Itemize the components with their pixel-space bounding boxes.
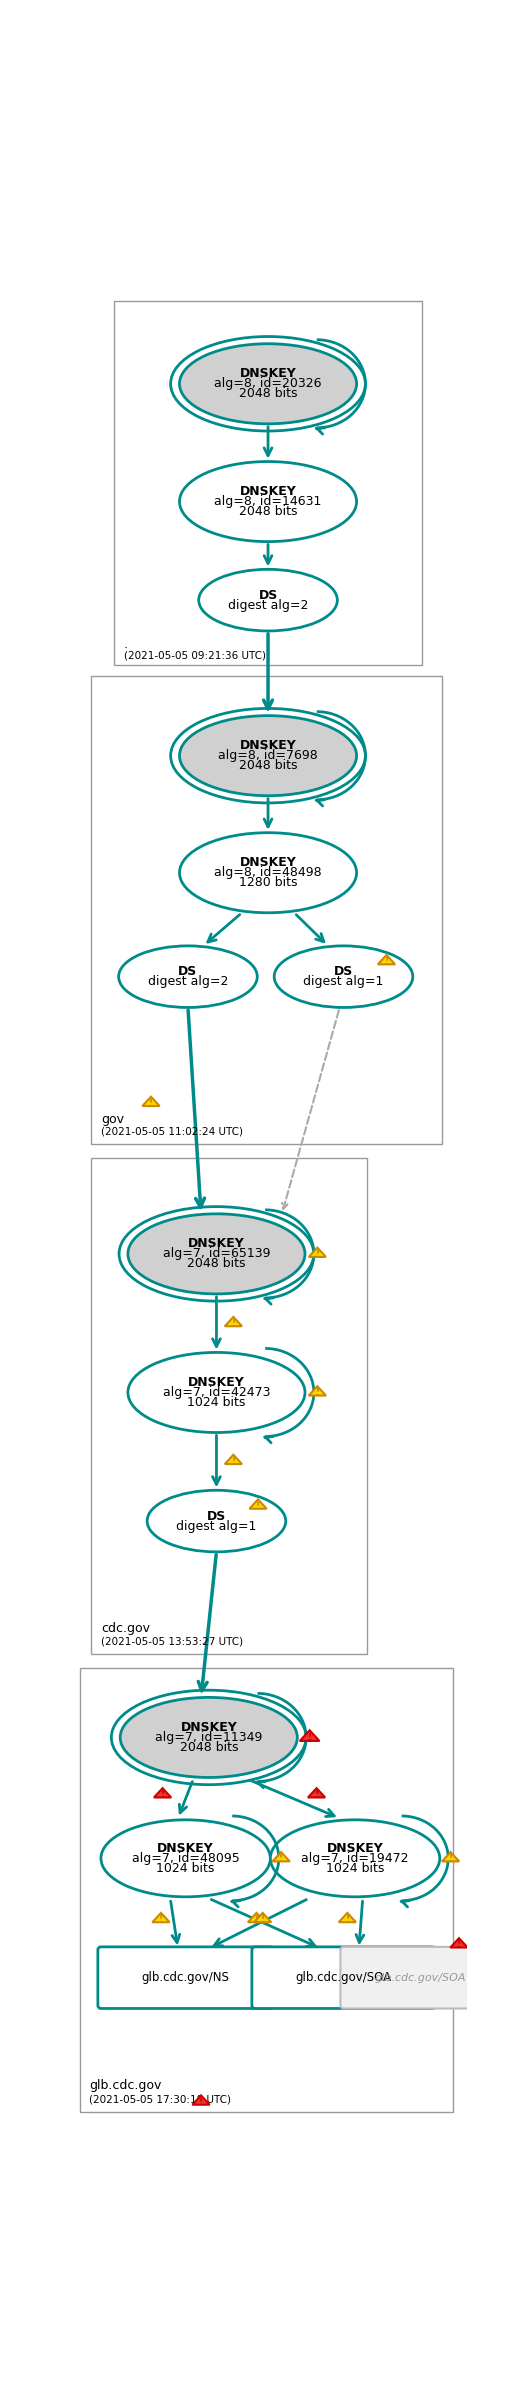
Polygon shape (450, 1938, 467, 1948)
Text: 1024 bits: 1024 bits (187, 1397, 245, 1409)
Text: DNSKEY: DNSKEY (188, 1236, 245, 1251)
Polygon shape (309, 1248, 326, 1258)
FancyBboxPatch shape (341, 1948, 501, 2008)
Ellipse shape (274, 946, 413, 1006)
Polygon shape (142, 1097, 160, 1107)
Text: DNSKEY: DNSKEY (240, 367, 296, 381)
Text: DS: DS (178, 966, 198, 978)
Polygon shape (309, 1387, 326, 1394)
Text: .: . (124, 637, 128, 652)
Text: digest alg=2: digest alg=2 (148, 975, 228, 987)
Polygon shape (248, 1912, 265, 1922)
Text: alg=7, id=48095: alg=7, id=48095 (132, 1852, 240, 1864)
Ellipse shape (179, 343, 357, 424)
Text: 2048 bits: 2048 bits (239, 760, 297, 772)
Ellipse shape (179, 716, 357, 795)
Text: digest alg=2: digest alg=2 (228, 599, 308, 611)
Text: DS: DS (258, 589, 278, 601)
Text: glb.cdc.gov/SOA: glb.cdc.gov/SOA (295, 1972, 392, 1984)
Ellipse shape (199, 570, 337, 630)
Ellipse shape (147, 1490, 286, 1553)
Text: !: ! (307, 1732, 311, 1742)
Ellipse shape (270, 1821, 440, 1898)
Text: 2048 bits: 2048 bits (239, 388, 297, 400)
Ellipse shape (120, 1696, 297, 1778)
Text: 1024 bits: 1024 bits (157, 1862, 215, 1874)
Polygon shape (254, 1912, 271, 1922)
Text: DNSKEY: DNSKEY (180, 1720, 237, 1735)
Text: cdc.gov: cdc.gov (101, 1622, 150, 1636)
Text: (2021-05-05 13:53:27 UTC): (2021-05-05 13:53:27 UTC) (101, 1636, 243, 1646)
Text: (2021-05-05 09:21:36 UTC): (2021-05-05 09:21:36 UTC) (124, 652, 266, 661)
Text: !: ! (345, 1914, 349, 1924)
Text: glb.cdc.gov: glb.cdc.gov (89, 2080, 162, 2092)
Text: glb.cdc.gov/NS: glb.cdc.gov/NS (142, 1972, 230, 1984)
Text: alg=8, id=20326: alg=8, id=20326 (214, 376, 322, 391)
Text: DNSKEY: DNSKEY (327, 1843, 383, 1855)
Text: !: ! (231, 1320, 236, 1327)
Text: 2048 bits: 2048 bits (179, 1742, 238, 1754)
Text: alg=7, id=42473: alg=7, id=42473 (163, 1385, 270, 1399)
Text: DNSKEY: DNSKEY (188, 1375, 245, 1390)
Text: !: ! (254, 1914, 258, 1924)
Polygon shape (272, 1852, 290, 1862)
Polygon shape (378, 956, 395, 963)
Text: gov: gov (101, 1112, 124, 1126)
Text: 2048 bits: 2048 bits (187, 1258, 246, 1270)
Ellipse shape (128, 1215, 305, 1294)
Text: alg=7, id=11349: alg=7, id=11349 (155, 1730, 263, 1744)
Text: !: ! (457, 1941, 461, 1950)
Polygon shape (250, 1500, 267, 1509)
Text: digest alg=1: digest alg=1 (176, 1519, 257, 1533)
Text: DNSKEY: DNSKEY (157, 1843, 214, 1855)
Polygon shape (308, 1787, 325, 1797)
Text: alg=7, id=19472: alg=7, id=19472 (301, 1852, 409, 1864)
Text: !: ! (161, 1790, 165, 1799)
Text: alg=8, id=14631: alg=8, id=14631 (214, 496, 322, 508)
Polygon shape (154, 1787, 171, 1797)
Text: !: ! (384, 958, 388, 966)
Polygon shape (339, 1912, 356, 1922)
Text: !: ! (149, 1100, 153, 1107)
Text: 1280 bits: 1280 bits (239, 877, 297, 889)
Text: !: ! (159, 1914, 163, 1924)
Polygon shape (192, 2096, 210, 2104)
Ellipse shape (101, 1821, 270, 1898)
Polygon shape (442, 1852, 459, 1862)
Text: !: ! (256, 1502, 260, 1509)
Ellipse shape (179, 462, 357, 541)
Text: DNSKEY: DNSKEY (240, 740, 296, 752)
Polygon shape (225, 1318, 242, 1327)
Text: !: ! (315, 1790, 319, 1799)
Text: alg=7, id=65139: alg=7, id=65139 (163, 1248, 270, 1260)
Ellipse shape (128, 1351, 305, 1433)
Text: alg=8, id=7698: alg=8, id=7698 (218, 750, 318, 762)
Text: DNSKEY: DNSKEY (240, 484, 296, 498)
FancyBboxPatch shape (98, 1948, 274, 2008)
Text: DS: DS (334, 966, 353, 978)
Polygon shape (225, 1454, 242, 1464)
Text: !: ! (315, 1387, 319, 1397)
FancyBboxPatch shape (252, 1948, 435, 2008)
Text: (2021-05-05 17:30:18 UTC): (2021-05-05 17:30:18 UTC) (89, 2094, 231, 2104)
Text: alg=8, id=48498: alg=8, id=48498 (214, 867, 322, 879)
Text: DNSKEY: DNSKEY (240, 855, 296, 870)
Text: digest alg=1: digest alg=1 (303, 975, 384, 987)
Text: !: ! (261, 1914, 265, 1924)
Text: 2048 bits: 2048 bits (239, 506, 297, 518)
Text: !: ! (279, 1855, 283, 1864)
Text: !: ! (448, 1855, 452, 1864)
Text: glb.cdc.gov/SOA: glb.cdc.gov/SOA (375, 1972, 466, 1981)
Text: (2021-05-05 11:02:24 UTC): (2021-05-05 11:02:24 UTC) (101, 1126, 243, 1136)
Text: !: ! (315, 1251, 319, 1258)
Ellipse shape (119, 946, 257, 1006)
Text: !: ! (199, 2096, 203, 2106)
Text: !: ! (231, 1457, 236, 1466)
Ellipse shape (179, 834, 357, 913)
Text: DS: DS (207, 1509, 226, 1521)
Polygon shape (152, 1912, 170, 1922)
Polygon shape (300, 1730, 319, 1742)
Text: 1024 bits: 1024 bits (326, 1862, 384, 1874)
